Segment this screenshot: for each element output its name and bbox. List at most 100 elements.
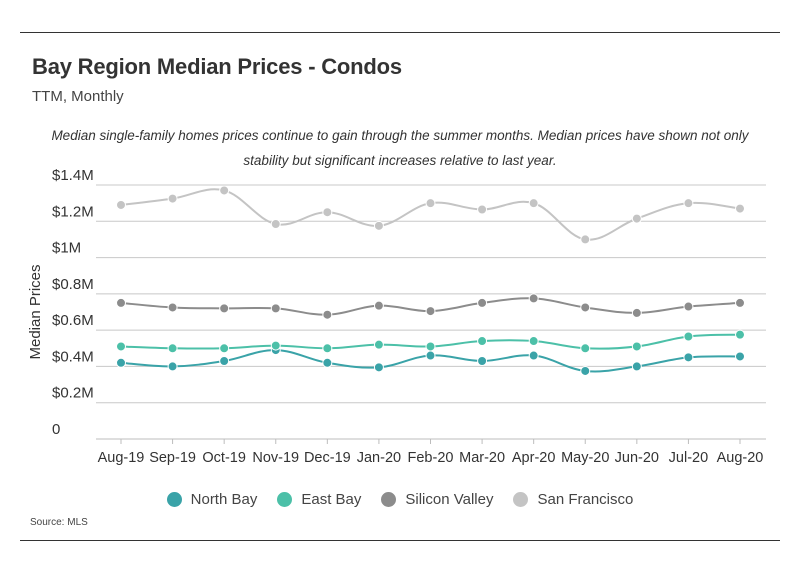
data-point-north-bay (167, 361, 178, 372)
data-point-san-francisco (735, 203, 745, 214)
data-point-north-bay (528, 350, 539, 361)
data-point-north-bay (425, 350, 436, 361)
y-axis-ticks: 0 $0.2M $0.4M $0.6M $0.8M $1M $1.2M $1.4M (52, 167, 94, 438)
legend-swatch (381, 492, 397, 507)
data-point-east-bay (477, 336, 488, 347)
x-tick-label: Jan-20 (357, 450, 401, 466)
data-point-silicon-valley (683, 301, 694, 312)
x-tick-label: Jun-20 (615, 450, 659, 466)
source-note: Source: MLS (30, 517, 88, 528)
data-point-east-bay (270, 340, 281, 351)
data-point-silicon-valley (167, 302, 178, 313)
data-point-north-bay (373, 362, 384, 373)
x-axis-ticks: Aug-19 Sep-19 Oct-19 Nov-19 Dec-19 Jan-20 Feb-… (98, 439, 764, 466)
series-east-bay (116, 329, 745, 354)
y-tick-label: $0.4M (52, 348, 94, 365)
x-tick-label: Aug-20 (717, 450, 764, 466)
data-point-silicon-valley (373, 300, 384, 311)
data-point-silicon-valley (219, 303, 230, 314)
data-point-east-bay (683, 331, 694, 342)
data-point-san-francisco (477, 204, 488, 215)
legend-swatch (277, 492, 293, 507)
series-silicon-valley (116, 293, 745, 320)
data-point-san-francisco (167, 193, 178, 204)
bottom-rule (20, 540, 780, 541)
data-point-silicon-valley (425, 306, 436, 317)
data-point-north-bay (219, 355, 230, 366)
data-point-north-bay (631, 361, 642, 372)
data-point-east-bay (425, 341, 436, 352)
chart-title: Bay Region Median Prices - Condos (32, 54, 402, 79)
data-point-north-bay (735, 351, 745, 362)
data-point-san-francisco (580, 234, 591, 245)
data-point-east-bay (116, 341, 126, 352)
data-point-east-bay (631, 341, 642, 352)
data-point-east-bay (219, 343, 230, 354)
chart-subtitle: TTM, Monthly (32, 88, 124, 105)
data-point-silicon-valley (322, 309, 333, 320)
data-point-silicon-valley (270, 303, 281, 314)
data-point-san-francisco (631, 213, 642, 224)
top-rule (20, 32, 780, 33)
data-point-east-bay (528, 336, 539, 347)
data-point-east-bay (167, 343, 178, 354)
legend-label: San Francisco (537, 491, 634, 508)
data-point-east-bay (373, 339, 384, 350)
data-point-san-francisco (528, 198, 539, 209)
x-tick-label: Sep-19 (149, 450, 196, 466)
x-tick-label: Apr-20 (512, 450, 556, 466)
legend-swatch (166, 492, 182, 507)
data-point-san-francisco (322, 207, 333, 218)
y-tick-label: $1M (52, 240, 81, 257)
x-tick-label: Dec-19 (304, 450, 351, 466)
y-tick-label: $0.2M (52, 385, 94, 402)
x-tick-label: Feb-20 (408, 450, 454, 466)
chart-legend: North Bay East Bay Silicon Valley San Franc… (0, 491, 800, 508)
legend-item-silicon-valley: Silicon Valley (381, 491, 493, 508)
legend-item-east-bay: East Bay (277, 491, 361, 508)
y-axis-label: Median Prices (27, 264, 44, 359)
data-point-silicon-valley (477, 297, 488, 308)
series-san-francisco (116, 185, 745, 245)
x-tick-label: Jul-20 (669, 450, 709, 466)
data-point-san-francisco (425, 198, 436, 209)
legend-item-san-francisco: San Francisco (513, 491, 633, 508)
legend-item-north-bay: North Bay (166, 491, 258, 508)
data-point-silicon-valley (735, 297, 745, 308)
x-tick-label: Oct-19 (202, 450, 246, 466)
data-point-north-bay (116, 357, 126, 368)
chart-annotation: Median single-family homes prices contin… (51, 128, 749, 168)
legend-swatch (513, 492, 529, 507)
data-point-san-francisco (116, 199, 126, 210)
data-point-east-bay (580, 343, 591, 354)
x-tick-label: Mar-20 (459, 450, 505, 466)
legend-label: Silicon Valley (405, 491, 494, 508)
data-point-north-bay (580, 365, 591, 376)
data-point-north-bay (477, 355, 488, 366)
y-tick-label: $0.8M (52, 276, 94, 293)
y-tick-label: 0 (52, 421, 60, 438)
data-point-north-bay (322, 357, 333, 368)
gridlines (96, 184, 766, 440)
series-lines (116, 185, 745, 376)
y-tick-label: $1.2M (52, 203, 94, 220)
data-point-san-francisco (270, 219, 281, 230)
data-point-san-francisco (373, 220, 384, 231)
legend-label: East Bay (301, 491, 362, 508)
data-point-silicon-valley (528, 293, 539, 304)
x-tick-label: Aug-19 (98, 450, 145, 466)
data-point-east-bay (735, 329, 745, 340)
data-point-silicon-valley (580, 302, 591, 313)
data-point-san-francisco (219, 185, 230, 196)
data-point-silicon-valley (631, 307, 642, 318)
data-point-east-bay (322, 343, 333, 354)
data-point-north-bay (683, 352, 694, 363)
y-tick-label: $0.6M (52, 312, 94, 329)
data-point-silicon-valley (116, 297, 126, 308)
series-north-bay (116, 345, 745, 376)
y-tick-label: $1.4M (52, 167, 94, 184)
x-tick-label: Nov-19 (252, 450, 299, 466)
x-tick-label: May-20 (561, 450, 609, 466)
legend-label: North Bay (190, 491, 258, 508)
